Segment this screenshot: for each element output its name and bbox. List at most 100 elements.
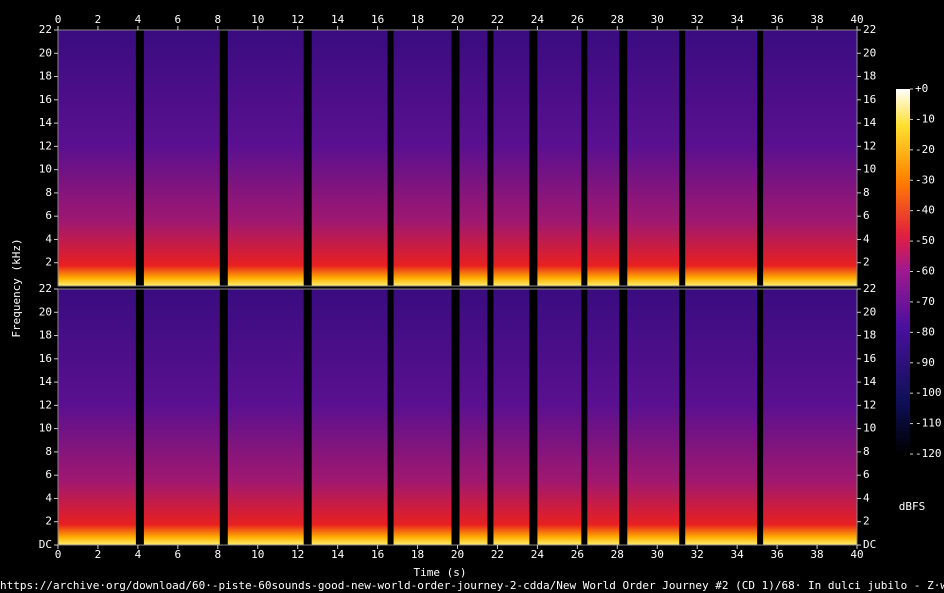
colorbar-tick-label: -50 [915,234,935,247]
silence [303,289,312,545]
x-tick-label: 6 [175,13,182,26]
y-tick-label: 20 [863,305,876,318]
y-tick-label: 14 [863,116,877,129]
colorbar-tick-label: -10 [915,112,935,125]
y-tick-label: 14 [39,375,53,388]
x-tick-label: 28 [611,13,624,26]
y-tick-label: 20 [863,46,876,59]
x-tick-label: 24 [531,548,545,561]
y-tick-label: 16 [39,352,52,365]
y-tick-label: 6 [45,468,52,481]
silence [219,30,228,286]
y-tick-label: 18 [39,329,52,342]
silence [487,289,494,545]
y-tick-label: 10 [39,422,52,435]
y-tick-label: 6 [863,468,870,481]
x-tick-label: 2 [95,548,102,561]
y-tick-label: 16 [863,352,876,365]
x-tick-label: 4 [135,548,142,561]
silence [219,289,228,545]
y-axis-title: Frequency (kHz) [10,238,23,337]
x-axis-title: Time (s) [414,566,467,579]
y-tick-label: 12 [39,139,52,152]
silence [581,289,588,545]
colorbar-tick-label: -70 [915,295,935,308]
x-tick-label: 8 [214,13,221,26]
y-tick-label: 22 [863,282,876,295]
x-tick-label: 18 [411,13,424,26]
colorbar-tick-label: -40 [915,204,935,217]
colorbar-tick-label: -20 [915,143,935,156]
x-tick-label: 14 [331,548,345,561]
colorbar [896,89,910,454]
y-tick-label: 14 [39,116,53,129]
y-tick-label: 8 [863,186,870,199]
colorbar-tick-label: -120 [915,447,942,460]
y-tick-label: 2 [45,256,52,269]
colorbar-tick-label: -90 [915,356,935,369]
x-tick-label: 2 [95,13,102,26]
x-tick-label: 32 [691,548,704,561]
colorbar-title: dBFS [899,500,926,513]
silence [387,30,394,286]
x-tick-label: 40 [850,548,863,561]
caption: https://archive·org/download/60·-piste-6… [0,579,944,592]
x-tick-label: 30 [651,548,664,561]
y-tick-label: 8 [45,186,52,199]
y-tick-label: 4 [863,491,870,504]
x-tick-label: 12 [291,548,304,561]
x-tick-label: 20 [451,13,464,26]
y-tick-label: 20 [39,46,52,59]
silence [451,289,460,545]
silence [135,289,144,545]
colorbar-tick-label: -100 [915,386,942,399]
x-tick-label: 6 [175,548,182,561]
y-tick-label: DC [39,538,52,551]
colorbar-tick-label: -110 [915,417,942,430]
silence [487,30,494,286]
x-tick-label: 30 [651,13,664,26]
x-tick-label: 26 [571,13,584,26]
x-tick-label: 40 [850,13,863,26]
silence [619,30,628,286]
y-tick-label: 4 [863,232,870,245]
x-tick-label: 12 [291,13,304,26]
x-tick-label: 24 [531,13,545,26]
x-tick-label: 10 [251,548,264,561]
x-tick-label: 0 [55,13,62,26]
silence [529,289,538,545]
y-tick-label: DC [863,538,876,551]
y-tick-label: 14 [863,375,877,388]
x-tick-label: 38 [810,13,823,26]
silence [581,30,588,286]
x-tick-label: 28 [611,548,624,561]
silence [303,30,312,286]
y-tick-label: 12 [863,139,876,152]
y-tick-label: 10 [863,163,876,176]
y-tick-label: 8 [863,445,870,458]
y-tick-label: 4 [45,232,52,245]
x-tick-label: 34 [731,548,745,561]
colorbar-tick-label: -60 [915,265,935,278]
y-tick-label: 10 [863,422,876,435]
silence [529,30,538,286]
x-tick-label: 38 [810,548,823,561]
x-tick-label: 22 [491,548,504,561]
y-tick-label: 6 [45,209,52,222]
y-tick-label: 12 [39,398,52,411]
y-tick-label: 18 [863,329,876,342]
y-tick-label: 2 [863,515,870,528]
colorbar-tick-label: +0 [915,82,928,95]
x-tick-label: 14 [331,13,345,26]
y-tick-label: 22 [863,23,876,36]
y-tick-label: 4 [45,491,52,504]
x-tick-label: 36 [770,548,783,561]
y-tick-label: 18 [39,70,52,83]
silence [135,30,144,286]
y-tick-label: 10 [39,163,52,176]
silence [679,30,686,286]
silence [619,289,628,545]
silence [387,289,394,545]
x-tick-label: 8 [214,548,221,561]
